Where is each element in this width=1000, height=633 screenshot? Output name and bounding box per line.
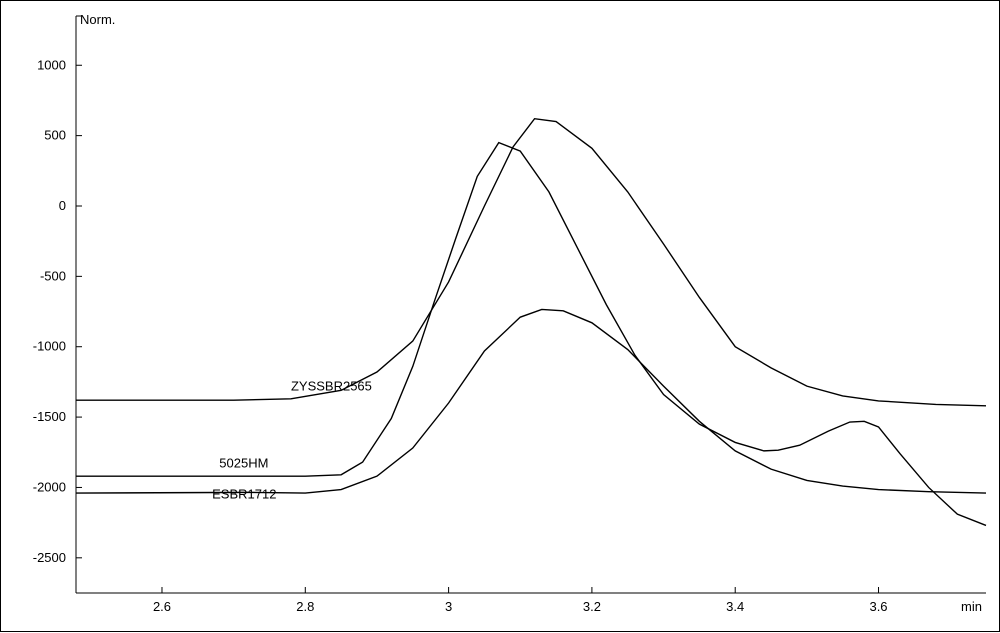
x-tick-label: 3.6	[869, 599, 887, 614]
chart-container: -2500 -2000 -1500 -1000 -500 0 500 1000 2.6 2.8 3 3…	[0, 0, 1000, 632]
series-ZYSSBR2565	[76, 119, 986, 406]
y-tick-label: 500	[44, 128, 66, 143]
series-label-ZYSSBR2565: ZYSSBR2565	[291, 378, 372, 393]
y-tick-label: -2500	[33, 550, 66, 565]
x-tick-label: 2.6	[153, 599, 171, 614]
y-tick-label: -500	[40, 268, 66, 283]
y-tick-label: -1500	[33, 409, 66, 424]
series-label-ESBR1712: ESBR1712	[212, 487, 276, 502]
series-5025HM	[76, 143, 986, 526]
y-tick-label: 1000	[37, 57, 66, 72]
x-axis-unit: min	[961, 599, 982, 614]
series-ESBR1712	[76, 309, 986, 493]
y-tick-label: 0	[59, 198, 66, 213]
y-axis-unit: Norm.	[80, 12, 115, 27]
y-tick-label: -2000	[33, 479, 66, 494]
x-tick-label: 3.4	[726, 599, 744, 614]
x-tick-label: 2.8	[296, 599, 314, 614]
x-tick-label: 3	[445, 599, 452, 614]
x-tick-label: 3.2	[583, 599, 601, 614]
chart-svg: -2500 -2000 -1500 -1000 -500 0 500 1000 2.6 2.8 3 3…	[1, 1, 1000, 633]
y-tick-label: -1000	[33, 339, 66, 354]
series-label-5025HM: 5025HM	[219, 456, 268, 471]
